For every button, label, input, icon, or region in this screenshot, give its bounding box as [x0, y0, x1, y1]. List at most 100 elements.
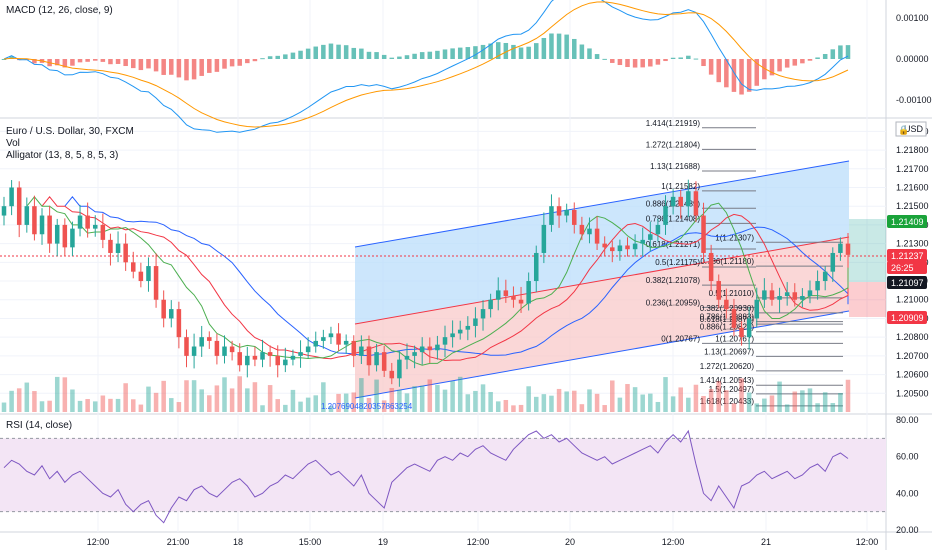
candle-body — [784, 292, 790, 296]
volume-bar — [184, 380, 189, 412]
macd-histogram-bar — [404, 55, 410, 59]
candle-body — [465, 325, 471, 330]
candle-body — [191, 346, 197, 356]
candle-body — [533, 252, 539, 282]
candle-body — [328, 333, 334, 338]
fib-lower-label-5: 0.786(1.20883) — [700, 313, 755, 322]
macd-histogram-bar — [663, 59, 668, 62]
candle-body — [54, 224, 60, 244]
rsi-line — [3, 429, 849, 524]
candle-body — [374, 352, 379, 366]
macd-pane — [1, 0, 851, 133]
volume-bar — [305, 397, 311, 412]
candle-body — [146, 266, 151, 282]
volume-bar — [762, 398, 767, 412]
volume-bar — [602, 405, 607, 412]
candle-body — [746, 318, 752, 338]
macd-histogram-bar — [100, 59, 106, 62]
macd-histogram-bar — [686, 55, 691, 59]
candle-body — [739, 327, 744, 338]
macd-histogram-bar — [32, 59, 37, 64]
volume-bar — [526, 386, 531, 412]
volume-bar — [640, 394, 645, 412]
fib-upper-label-2: 1.13(1.21688) — [650, 162, 700, 171]
macd-histogram-bar — [229, 59, 235, 67]
macd-histogram-bar — [488, 43, 493, 59]
candle-body — [47, 215, 52, 244]
fib-upper-label-5: 0.786(1.21408) — [646, 214, 701, 223]
macd-histogram-bar — [784, 59, 790, 68]
price-tick-9: 1.21000 — [896, 295, 929, 305]
candle-body — [169, 309, 174, 319]
macd-histogram-bar — [807, 59, 813, 61]
price-tick-4: 1.21500 — [896, 201, 929, 211]
candle-body — [100, 224, 106, 240]
macd-histogram-bar — [564, 34, 569, 59]
volume-bar — [435, 384, 440, 412]
fib-upper-label-9: 0.236(1.20959) — [646, 298, 701, 307]
volume-bar — [397, 389, 402, 412]
candle-body — [792, 292, 798, 300]
macd-histogram-bar — [708, 59, 714, 75]
volume-bar — [663, 377, 668, 412]
channel-upper-zone — [355, 161, 849, 324]
fib-lower-label-0: 1(1.21307) — [715, 233, 754, 242]
candle-body — [237, 352, 242, 366]
volume-bar — [313, 395, 319, 412]
candle-body — [442, 337, 448, 345]
candle-body — [222, 346, 227, 356]
macd-histogram-bar — [465, 47, 471, 59]
candle-body — [351, 340, 357, 356]
volume-bar — [465, 394, 471, 412]
volume-bar — [564, 391, 569, 412]
volume-bar — [161, 380, 166, 412]
volume-bar — [845, 379, 851, 412]
macd-histogram-bar — [237, 59, 242, 66]
candle-body — [283, 359, 288, 366]
volume-bar — [359, 378, 364, 412]
price-badge-4: 1.20909 — [891, 313, 924, 323]
candle-body — [229, 346, 235, 353]
volume-bar — [792, 391, 798, 412]
macd-histogram-bar — [245, 59, 250, 64]
candle-body — [724, 299, 729, 310]
volume-bar — [701, 395, 706, 412]
price-badge-bg-1 — [887, 249, 927, 262]
candle-body — [381, 352, 387, 371]
price-badge-bg-4 — [887, 311, 927, 324]
currency-button[interactable] — [895, 121, 927, 137]
candle-body — [648, 234, 653, 240]
volume-bar — [769, 395, 775, 412]
volume-bar — [488, 391, 493, 412]
volume-bar — [123, 383, 128, 412]
symbol-title: Euro / U.S. Dollar, 30, FXCM — [6, 126, 134, 137]
macd-histogram-bar — [792, 59, 798, 66]
volume-bar — [518, 404, 524, 412]
price-tick-3: 1.21600 — [896, 182, 929, 192]
macd-histogram-bar — [207, 59, 212, 73]
macd-histogram-bar — [678, 57, 683, 59]
candle-body — [610, 247, 615, 252]
volume-bars — [1, 376, 851, 412]
volume-bar — [283, 404, 288, 412]
volume-bar — [754, 403, 760, 412]
macd-histogram-bar — [610, 59, 615, 63]
candle-body — [62, 224, 68, 248]
volume-bar — [739, 378, 744, 412]
macd-histogram-bar — [85, 59, 90, 62]
macd-histogram-bar — [77, 59, 83, 63]
macd-histogram-bar — [556, 33, 562, 59]
volume-bar — [108, 398, 113, 412]
volume-bar — [191, 380, 197, 412]
candle-body — [731, 309, 737, 328]
macd-histogram-bar — [305, 48, 311, 59]
rsi-band — [0, 438, 886, 512]
fib-upper-label-8: 0.382(1.21078) — [646, 276, 701, 285]
alligator-line-0 — [64, 196, 849, 357]
volume-bar — [374, 379, 379, 412]
candle-body — [298, 352, 303, 356]
price-tick-2: 1.21700 — [896, 164, 929, 174]
macd-histogram-bar — [800, 59, 805, 64]
candle-body — [625, 245, 630, 250]
